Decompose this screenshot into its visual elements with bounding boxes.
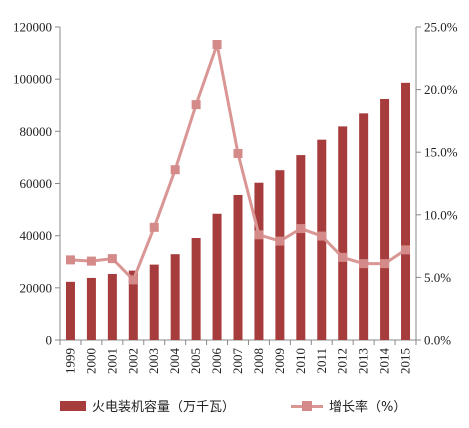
bar — [191, 238, 201, 340]
left-tick-label: 100000 — [13, 72, 52, 87]
left-tick-label: 60000 — [20, 176, 53, 191]
left-tick-label: 120000 — [13, 20, 52, 35]
chart-legend: 火电装机容量（万千瓦） 增长率（%） — [60, 396, 462, 415]
line-series — [65, 40, 411, 285]
line-point — [296, 224, 306, 234]
line-point — [401, 245, 411, 255]
legend-label-line: 增长率（%） — [329, 400, 407, 415]
x-tick-label: 2014 — [377, 348, 392, 375]
tick-labels: 0 20000 40000 60000 80000 100000 120000 0.0% 5.0… — [13, 20, 458, 375]
left-tick-label: 0 — [46, 333, 53, 348]
x-tick-label: 2000 — [83, 348, 98, 374]
line-point — [107, 254, 117, 264]
x-tick-label: 2015 — [398, 348, 413, 374]
legend-label-bar: 火电装机容量（万千瓦） — [92, 400, 236, 415]
x-tick-label: 2005 — [188, 348, 203, 374]
bar — [65, 281, 75, 340]
line-point — [149, 222, 159, 232]
left-tick-label: 80000 — [20, 124, 53, 139]
x-tick-label: 2013 — [356, 348, 371, 374]
bar — [170, 254, 180, 340]
x-tick-label: 2009 — [272, 348, 287, 374]
left-tick-label: 40000 — [20, 228, 53, 243]
line-point — [380, 259, 390, 269]
bar — [296, 155, 306, 340]
right-tick-label: 5.0% — [424, 270, 451, 285]
line-point — [191, 100, 201, 110]
legend-item-bar: 火电装机容量（万千瓦） — [60, 396, 235, 415]
legend-swatch-bar — [60, 400, 86, 411]
x-tick-label: 2006 — [209, 348, 224, 375]
bar — [359, 113, 369, 340]
x-tick-label: 2001 — [104, 348, 119, 374]
line-point — [359, 259, 369, 269]
bar — [86, 277, 96, 340]
right-tick-label: 10.0% — [424, 207, 458, 222]
right-tick-label: 15.0% — [424, 145, 458, 160]
bar — [233, 194, 243, 340]
bar — [254, 182, 264, 340]
line-point — [128, 275, 138, 285]
left-tick-label: 20000 — [20, 280, 53, 295]
combo-chart: 0 20000 40000 60000 80000 100000 120000 0.0% 5.0… — [13, 20, 458, 375]
line-point — [212, 40, 222, 50]
bar — [107, 274, 117, 340]
x-tick-label: 2007 — [230, 348, 245, 375]
right-tick-label: 25.0% — [424, 20, 458, 35]
bar — [380, 98, 390, 341]
bar — [275, 170, 285, 340]
line-point — [275, 236, 285, 246]
x-tick-label: 2010 — [293, 348, 308, 374]
x-tick-label: 2012 — [335, 348, 350, 374]
right-tick-label: 20.0% — [424, 82, 458, 97]
line-point — [86, 256, 96, 266]
line-point — [338, 252, 348, 262]
bar — [128, 270, 138, 340]
x-tick-label: 2003 — [146, 348, 161, 374]
x-tick-label: 2011 — [314, 348, 329, 374]
bar — [212, 213, 222, 340]
legend-item-line: 增长率（%） — [291, 396, 406, 415]
line-point — [170, 165, 180, 175]
line-point — [65, 255, 75, 265]
bar — [338, 126, 348, 340]
bar-series — [65, 82, 411, 341]
x-tick-label: 1999 — [62, 348, 77, 374]
right-tick-label: 0.0% — [424, 333, 451, 348]
legend-swatch-line — [291, 400, 324, 412]
bar — [149, 264, 159, 340]
x-tick-label: 2008 — [251, 348, 266, 374]
x-tick-label: 2004 — [167, 348, 182, 375]
line-point — [254, 230, 264, 240]
bar — [401, 82, 411, 341]
line-point — [317, 231, 327, 241]
line-point — [233, 148, 243, 158]
x-tick-label: 2002 — [125, 348, 140, 374]
